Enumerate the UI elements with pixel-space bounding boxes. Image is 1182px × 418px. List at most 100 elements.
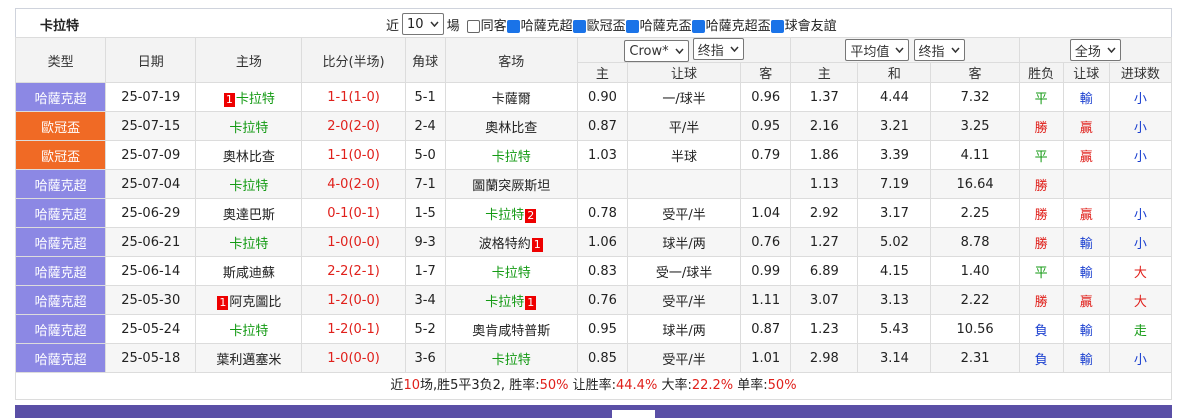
odds: 1.13 bbox=[790, 169, 859, 199]
result: 小 bbox=[1108, 140, 1173, 170]
odds-text: 3.17 bbox=[879, 205, 909, 221]
checkbox-item[interactable]: 球會友誼 bbox=[770, 19, 837, 34]
home-name: 卡拉特 bbox=[229, 323, 269, 339]
summary-part: 10 bbox=[403, 378, 420, 393]
checkbox-item[interactable]: 同客 bbox=[466, 19, 507, 34]
odds-text: 5.02 bbox=[879, 234, 909, 250]
odds-text: 10.56 bbox=[956, 321, 994, 337]
away-name: 卡拉特 bbox=[491, 352, 531, 368]
odds-text: 3.07 bbox=[809, 292, 839, 308]
subcolumn-header: 客 bbox=[740, 62, 792, 83]
checkbox-item[interactable]: 哈薩克盃 bbox=[625, 19, 692, 34]
league: 哈薩克超 bbox=[14, 314, 107, 344]
odds: 1.03 bbox=[576, 140, 628, 170]
dropdown[interactable]: Crow* bbox=[624, 40, 689, 62]
odds: 0.76 bbox=[740, 227, 792, 257]
result: 小 bbox=[1108, 198, 1173, 228]
result-text: 贏 bbox=[1079, 207, 1093, 223]
score-text: 2-2(2-1) bbox=[327, 263, 380, 279]
column-header: 日期 bbox=[105, 37, 197, 83]
odds: 2.98 bbox=[790, 343, 859, 373]
corner-text: 5-2 bbox=[414, 321, 436, 337]
dropdown[interactable]: 终指 bbox=[692, 38, 744, 60]
odds-text: 4.44 bbox=[879, 89, 909, 105]
count: 10 bbox=[407, 16, 424, 32]
dropdown-value: Crow* bbox=[629, 43, 669, 59]
dropdown[interactable]: 终指 bbox=[913, 39, 965, 61]
dropdown[interactable]: 全场 bbox=[1069, 39, 1121, 61]
match-row: 哈薩克超 25-05-18 葉利邁塞米 1-0(0-0) 3-6 卡拉特 0.85 受平/半 1… bbox=[14, 343, 1173, 373]
red-card: 1 bbox=[223, 92, 235, 107]
summary-part: 单率: bbox=[733, 378, 768, 393]
result: 輸 bbox=[1062, 343, 1110, 373]
odds: 7.32 bbox=[930, 82, 1020, 112]
result-text: 勝 bbox=[1034, 207, 1048, 223]
odds-text: 1.23 bbox=[809, 321, 839, 337]
odds: 1.37 bbox=[790, 82, 859, 112]
home-team: 卡拉特 bbox=[195, 227, 303, 257]
odds: 1.01 bbox=[740, 343, 792, 373]
corner-text: 1-5 bbox=[414, 205, 436, 221]
league-text: 哈薩克超 bbox=[34, 323, 87, 339]
date: 25-05-18 bbox=[105, 343, 197, 373]
odds: 平/半 bbox=[626, 111, 742, 141]
checkbox[interactable] bbox=[466, 19, 480, 33]
score-text: 1-0(0-0) bbox=[327, 350, 380, 366]
rows: 哈薩克超 25-07-19 1 卡拉特 1-1(1-0) 5-1 卡薩爾 0.90 一/球半 0.… bbox=[14, 82, 1173, 373]
odds: 7.19 bbox=[857, 169, 932, 199]
checkbox-item[interactable]: 哈薩克超盃 bbox=[691, 19, 771, 34]
odds: 3.39 bbox=[857, 140, 932, 170]
dropdown[interactable]: 平均值 bbox=[845, 39, 910, 61]
odds-text: 球半/两 bbox=[662, 323, 706, 339]
league: 哈薩克超 bbox=[14, 285, 107, 315]
checkbox[interactable] bbox=[625, 19, 639, 33]
result: 平 bbox=[1018, 256, 1064, 286]
odds: 0.85 bbox=[576, 343, 628, 373]
away-team: 奧林比查 bbox=[444, 111, 578, 141]
score: 1-1(1-0) bbox=[301, 82, 406, 112]
corner: 5-0 bbox=[404, 140, 446, 170]
home-team: 葉利邁塞米 bbox=[195, 343, 303, 373]
date: 25-07-09 bbox=[105, 140, 197, 170]
away-name: 卡薩爾 bbox=[491, 91, 531, 107]
result-text: 走 bbox=[1133, 323, 1147, 339]
summary-part: 大率: bbox=[657, 378, 692, 393]
result: 贏 bbox=[1062, 140, 1110, 170]
corner: 1-5 bbox=[404, 198, 446, 228]
odds-text: 1.11 bbox=[751, 292, 781, 308]
odds-text: 2.92 bbox=[809, 205, 839, 221]
home-team: 1 卡拉特 bbox=[195, 82, 303, 112]
home-name: 卡拉特 bbox=[229, 236, 269, 252]
odds: 3.21 bbox=[857, 111, 932, 141]
checkbox[interactable] bbox=[770, 19, 784, 33]
checkbox-item[interactable]: 歐冠盃 bbox=[572, 19, 626, 34]
filters: 近 10 場 同客 哈薩克超 歐冠盃 哈薩克盃 哈薩克超盃 球會友誼 bbox=[386, 13, 837, 35]
column-header: 类型 bbox=[14, 37, 107, 83]
checkbox-item[interactable]: 哈薩克超 bbox=[506, 19, 573, 34]
team-title: 卡拉特 bbox=[40, 19, 80, 34]
score-text: 1-2(0-1) bbox=[327, 321, 380, 337]
result-text: 平 bbox=[1034, 149, 1048, 165]
checkbox[interactable] bbox=[506, 19, 520, 33]
date-text: 25-07-15 bbox=[121, 118, 181, 134]
odds: 3.14 bbox=[857, 343, 932, 373]
away-team: 卡拉特 1 bbox=[444, 285, 578, 315]
result-text: 小 bbox=[1133, 207, 1147, 223]
chevron bbox=[730, 46, 739, 52]
odds: 1.23 bbox=[790, 314, 859, 344]
checkbox[interactable] bbox=[691, 19, 705, 33]
result-text: 輸 bbox=[1079, 236, 1093, 252]
count-select[interactable]: 10 bbox=[402, 13, 444, 35]
result-text: 贏 bbox=[1079, 120, 1093, 136]
subcolumn-header: 进球数 bbox=[1108, 62, 1173, 83]
result: 大 bbox=[1108, 285, 1173, 315]
result-text: 小 bbox=[1133, 149, 1147, 165]
score: 1-0(0-0) bbox=[301, 343, 406, 373]
summary-part: 场,胜5平3负2, 胜率: bbox=[419, 378, 540, 393]
section-bar bbox=[15, 405, 1172, 418]
odds-text: 受平/半 bbox=[662, 352, 706, 368]
odds: 0.87 bbox=[740, 314, 792, 344]
checkbox[interactable] bbox=[572, 19, 586, 33]
away-team: 波格特約 1 bbox=[444, 227, 578, 257]
match-row: 哈薩克超 25-07-19 1 卡拉特 1-1(1-0) 5-1 卡薩爾 0.90 一/球半 0.… bbox=[14, 82, 1173, 112]
